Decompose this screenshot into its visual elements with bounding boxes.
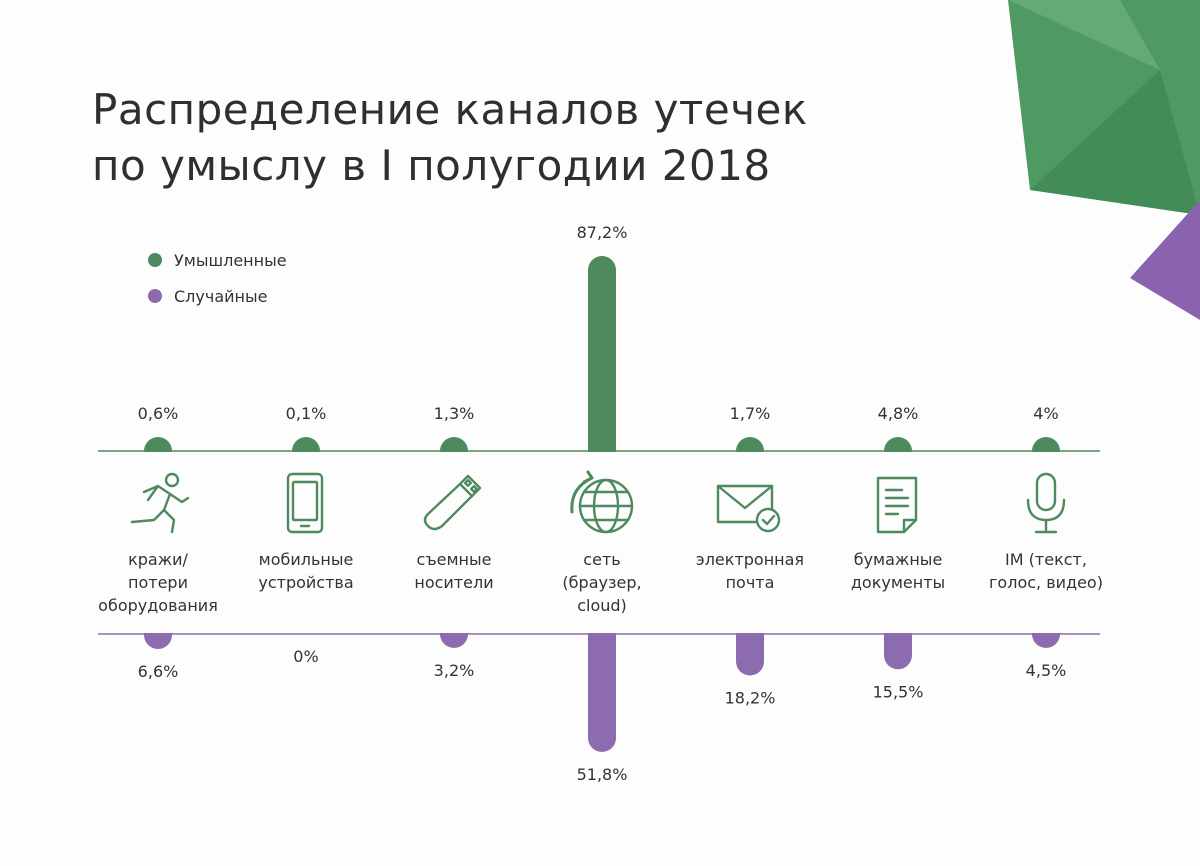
value-label-accidental: 3,2% <box>434 661 475 680</box>
running-man-icon <box>118 470 198 538</box>
category-label-theft: кражи/ потери оборудования <box>98 550 218 615</box>
legend-dot-intentional <box>148 253 162 267</box>
value-label-intentional: 87,2% <box>577 223 628 242</box>
microphone-icon <box>1006 470 1086 538</box>
value-label-intentional: 0,1% <box>286 404 327 423</box>
bar-accidental <box>588 620 616 752</box>
globe-network-icon <box>562 470 642 538</box>
value-label-intentional: 4,8% <box>878 404 919 423</box>
chart-legend: Умышленные Случайные <box>148 248 287 320</box>
bar-intentional <box>588 256 616 465</box>
legend-label-accidental: Случайные <box>174 286 268 306</box>
category-label-email: электронная почта <box>695 550 805 592</box>
smartphone-icon <box>266 470 346 538</box>
category-label-im: IM (текст, голос, видео) <box>989 550 1103 592</box>
chart-title-line-1: Распределение каналов утечек <box>92 85 808 134</box>
chart-title: Распределение каналов утечек по умыслу в… <box>92 82 808 194</box>
value-label-intentional: 0,6% <box>138 404 179 423</box>
category-label-removable: съемные носители <box>414 550 494 592</box>
value-label-accidental: 18,2% <box>725 688 776 707</box>
legend-label-intentional: Умышленные <box>174 250 287 270</box>
value-label-intentional: 4% <box>1033 404 1058 423</box>
legend-item-accidental: Случайные <box>148 284 287 308</box>
legend-item-intentional: Умышленные <box>148 248 287 272</box>
value-label-accidental: 0% <box>293 647 318 666</box>
chart-title-line-2: по умыслу в I полугодии 2018 <box>92 141 771 190</box>
corner-decoration <box>1008 0 1200 320</box>
value-label-intentional: 1,7% <box>730 404 771 423</box>
value-label-accidental: 51,8% <box>577 765 628 784</box>
category-label-paper: бумажные документы <box>850 550 946 592</box>
value-label-accidental: 6,6% <box>138 662 179 681</box>
legend-dot-accidental <box>148 289 162 303</box>
category-label-mobile: мобильные устройства <box>258 550 354 592</box>
usb-drive-icon <box>414 470 494 538</box>
axis-band-mask-bottom <box>98 617 1102 633</box>
axis-band-mask-top <box>98 452 1102 468</box>
value-label-intentional: 1,3% <box>434 404 475 423</box>
category-label-network: сеть (браузер, cloud) <box>562 550 642 615</box>
paper-document-icon <box>858 470 938 538</box>
value-label-accidental: 15,5% <box>873 682 924 701</box>
value-label-accidental: 4,5% <box>1026 661 1067 680</box>
bar-accidental <box>736 620 764 676</box>
envelope-check-icon <box>710 470 790 538</box>
